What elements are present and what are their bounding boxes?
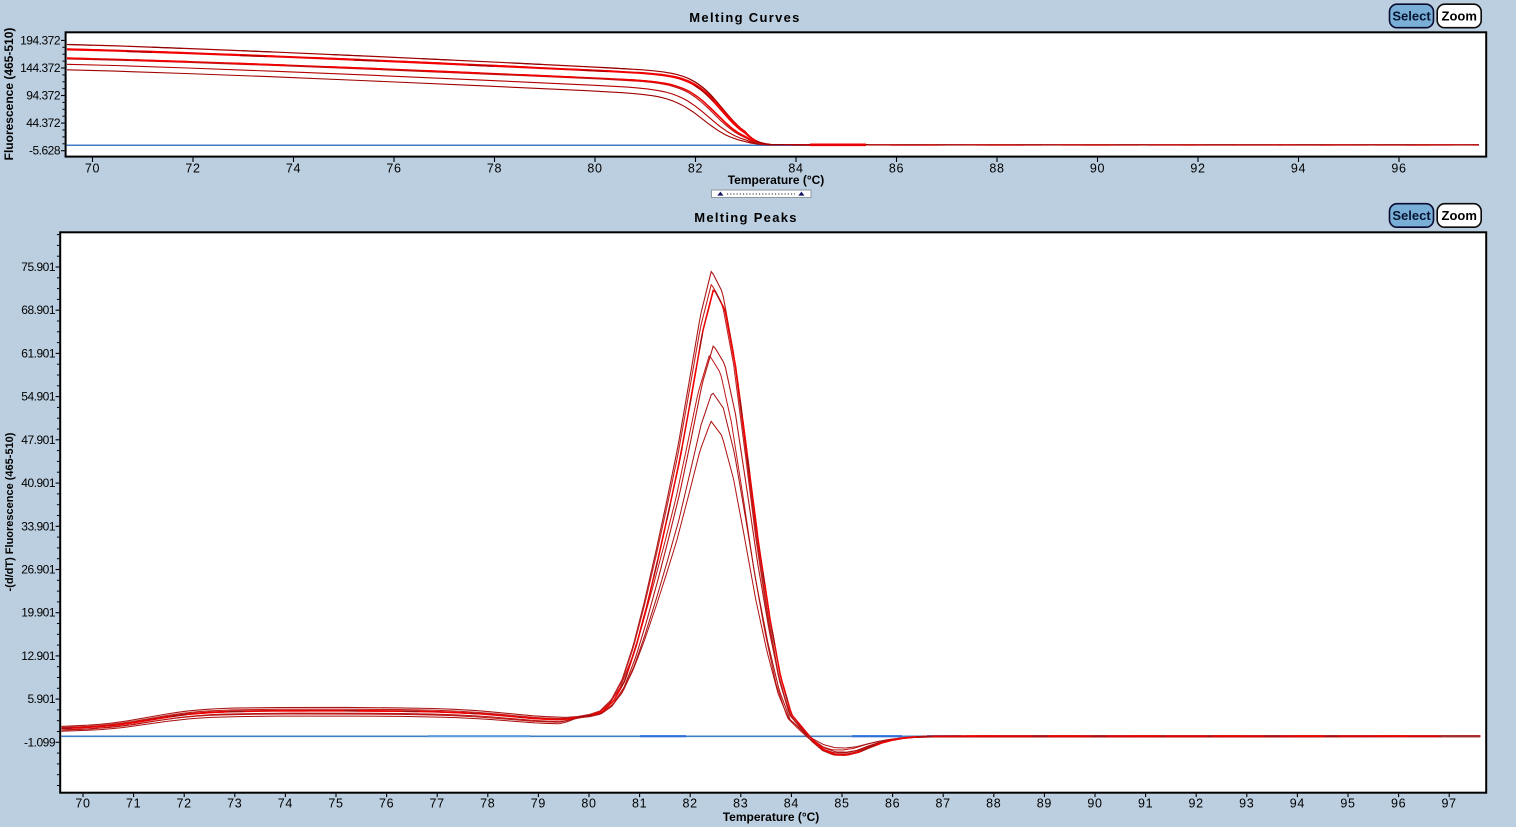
svg-text:95: 95 bbox=[1340, 797, 1355, 811]
svg-text:5.901: 5.901 bbox=[27, 692, 55, 706]
svg-text:90: 90 bbox=[1090, 162, 1105, 176]
svg-text:-5.628: -5.628 bbox=[29, 144, 61, 158]
svg-text:74: 74 bbox=[278, 797, 293, 811]
svg-text:91: 91 bbox=[1138, 797, 1153, 811]
svg-text:70: 70 bbox=[75, 797, 90, 811]
svg-text:83: 83 bbox=[733, 797, 748, 811]
svg-text:Fluorescence (465-510): Fluorescence (465-510) bbox=[2, 28, 16, 161]
svg-text:78: 78 bbox=[487, 162, 502, 176]
svg-text:Select: Select bbox=[1392, 208, 1431, 223]
svg-text:194.372: 194.372 bbox=[20, 33, 61, 47]
svg-text:71: 71 bbox=[126, 797, 141, 811]
svg-text:Temperature (°C): Temperature (°C) bbox=[723, 810, 820, 824]
svg-text:92: 92 bbox=[1190, 162, 1205, 176]
svg-text:77: 77 bbox=[430, 797, 445, 811]
svg-text:86: 86 bbox=[889, 162, 904, 176]
svg-text:80: 80 bbox=[587, 162, 602, 176]
svg-text:19.901: 19.901 bbox=[21, 606, 56, 620]
svg-text:26.901: 26.901 bbox=[21, 563, 56, 577]
svg-text:94.372: 94.372 bbox=[26, 89, 61, 103]
svg-text:44.372: 44.372 bbox=[26, 116, 61, 130]
svg-text:78: 78 bbox=[480, 797, 495, 811]
svg-text:92: 92 bbox=[1189, 797, 1204, 811]
svg-text:Select: Select bbox=[1392, 9, 1431, 24]
svg-text:96: 96 bbox=[1391, 162, 1406, 176]
svg-text:81: 81 bbox=[632, 797, 647, 811]
svg-text:47.901: 47.901 bbox=[21, 433, 56, 447]
svg-text:72: 72 bbox=[185, 162, 200, 176]
svg-text:94: 94 bbox=[1291, 162, 1306, 176]
svg-text:89: 89 bbox=[1037, 797, 1052, 811]
svg-text:96: 96 bbox=[1391, 797, 1406, 811]
svg-text:54.901: 54.901 bbox=[21, 390, 56, 404]
svg-text:85: 85 bbox=[834, 797, 849, 811]
svg-text:75.901: 75.901 bbox=[21, 260, 56, 274]
svg-text:Melting Curves: Melting Curves bbox=[689, 10, 800, 25]
svg-text:144.372: 144.372 bbox=[20, 61, 61, 75]
svg-text:70: 70 bbox=[85, 162, 100, 176]
svg-text:33.901: 33.901 bbox=[21, 519, 56, 533]
svg-text:87: 87 bbox=[936, 797, 951, 811]
svg-text:68.901: 68.901 bbox=[21, 303, 56, 317]
svg-text:82: 82 bbox=[683, 797, 698, 811]
svg-text:76: 76 bbox=[386, 162, 401, 176]
svg-text:80: 80 bbox=[581, 797, 596, 811]
svg-text:Zoom: Zoom bbox=[1442, 9, 1477, 24]
svg-text:Melting Peaks: Melting Peaks bbox=[694, 210, 798, 225]
svg-text:84: 84 bbox=[788, 162, 803, 176]
svg-text:12.901: 12.901 bbox=[21, 649, 56, 663]
svg-text:88: 88 bbox=[986, 797, 1001, 811]
svg-text:40.901: 40.901 bbox=[21, 476, 56, 490]
svg-text:86: 86 bbox=[885, 797, 900, 811]
svg-text:73: 73 bbox=[227, 797, 242, 811]
svg-text:Zoom: Zoom bbox=[1442, 208, 1477, 223]
svg-text:-(d/dT) Fluorescence (465-510): -(d/dT) Fluorescence (465-510) bbox=[4, 432, 16, 591]
svg-text:82: 82 bbox=[688, 162, 703, 176]
svg-text:90: 90 bbox=[1087, 797, 1102, 811]
svg-text:-1.099: -1.099 bbox=[24, 735, 56, 749]
svg-text:79: 79 bbox=[531, 797, 546, 811]
svg-text:94: 94 bbox=[1290, 797, 1305, 811]
svg-text:72: 72 bbox=[177, 797, 192, 811]
svg-text:61.901: 61.901 bbox=[21, 346, 56, 360]
svg-text:97: 97 bbox=[1442, 797, 1457, 811]
svg-text:93: 93 bbox=[1239, 797, 1254, 811]
svg-text:Temperature (°C): Temperature (°C) bbox=[728, 173, 825, 187]
svg-text:84: 84 bbox=[784, 797, 799, 811]
svg-text:75: 75 bbox=[328, 797, 343, 811]
svg-text:74: 74 bbox=[286, 162, 301, 176]
svg-text:76: 76 bbox=[379, 797, 394, 811]
svg-text:88: 88 bbox=[989, 162, 1004, 176]
